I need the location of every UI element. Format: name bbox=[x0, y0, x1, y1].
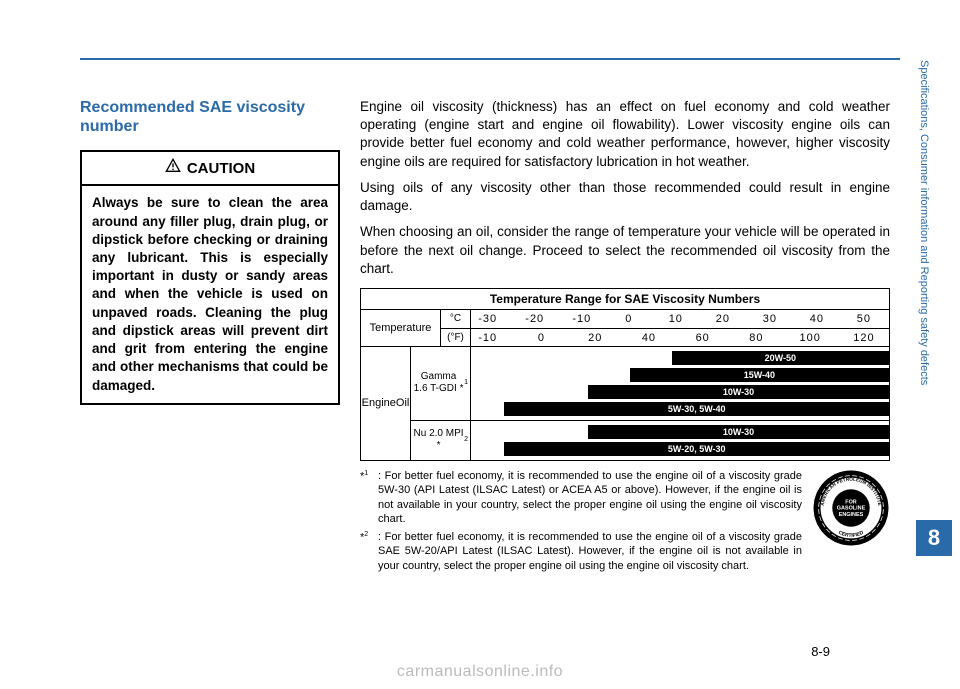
celsius-ticks: -30 -20 -10 0 10 20 30 40 50 bbox=[471, 310, 889, 328]
tick-label: -10 bbox=[478, 329, 497, 347]
tick-label: -10 bbox=[572, 310, 591, 328]
section-heading: Recommended SAE viscosity number bbox=[80, 98, 340, 136]
temp-label: Temperature bbox=[361, 310, 441, 346]
tick-label: 40 bbox=[810, 310, 824, 328]
seal-line1: FOR bbox=[845, 499, 857, 505]
seal-line3: ENGINES bbox=[839, 512, 864, 518]
viscosity-chart: Temperature Range for SAE Viscosity Numb… bbox=[360, 288, 890, 461]
viscosity-bar: 5W-20, 5W-30 bbox=[504, 442, 889, 456]
caution-box: CAUTION Always be sure to clean the area… bbox=[80, 150, 340, 404]
tick-label: 50 bbox=[857, 310, 871, 328]
engine-name: Nu 2.0 MPI *2 bbox=[411, 421, 471, 460]
viscosity-bar: 5W-30, 5W-40 bbox=[504, 402, 889, 416]
api-seal-icon: AMERICAN PETROLEUM INSTITUTE CERTIFIED F… bbox=[812, 469, 890, 547]
chart-temp-rows: Temperature °C -30 -20 -10 0 10 20 30 40 50 (°F)… bbox=[361, 310, 889, 347]
footnote-marker: *1 bbox=[360, 469, 378, 526]
tick-label: -30 bbox=[478, 310, 497, 328]
right-sidebar: Specifications, Consumer information and… bbox=[900, 0, 960, 689]
viscosity-bar: 15W-40 bbox=[630, 368, 889, 382]
viscosity-bar: 10W-30 bbox=[588, 385, 889, 399]
footnote-marker: *2 bbox=[360, 530, 378, 573]
viscosity-bars: 20W-50 15W-40 10W-30 5W-30, 5W-40 bbox=[471, 347, 889, 420]
footnote: *1: For better fuel economy, it is recom… bbox=[360, 469, 802, 526]
viscosity-bars: 10W-30 5W-20, 5W-30 bbox=[471, 421, 889, 460]
tick-label: 30 bbox=[763, 310, 777, 328]
engine-block: Nu 2.0 MPI *2 10W-30 5W-20, 5W-30 bbox=[411, 420, 889, 460]
caution-body: Always be sure to clean the area around … bbox=[82, 186, 338, 402]
tick-label: 0 bbox=[538, 329, 545, 347]
watermark: carmanualsonline.info bbox=[397, 663, 563, 681]
oil-label: EngineOil bbox=[361, 347, 411, 460]
temp-scales: °C -30 -20 -10 0 10 20 30 40 50 (°F) -10 0 20 40 60 8… bbox=[441, 310, 889, 346]
body-paragraph: Engine oil viscosity (thickness) has an … bbox=[360, 98, 890, 171]
fahrenheit-unit: (°F) bbox=[441, 329, 471, 346]
tick-label: -20 bbox=[525, 310, 544, 328]
tick-label: 0 bbox=[625, 310, 632, 328]
chart-title: Temperature Range for SAE Viscosity Numb… bbox=[361, 289, 889, 310]
chapter-tab: 8 bbox=[916, 520, 952, 556]
tick-label: 120 bbox=[853, 329, 874, 347]
footnote-text: : For better fuel economy, it is recomme… bbox=[378, 530, 802, 573]
seal-line2: GASOLINE bbox=[837, 506, 866, 512]
warning-icon bbox=[165, 158, 181, 178]
tick-label: 20 bbox=[588, 329, 602, 347]
page-number: 8-9 bbox=[811, 644, 830, 659]
fahrenheit-row: (°F) -10 0 20 40 60 80 100 120 bbox=[441, 328, 889, 346]
page-content: Recommended SAE viscosity number CAUTION… bbox=[0, 0, 900, 689]
celsius-row: °C -30 -20 -10 0 10 20 30 40 50 bbox=[441, 310, 889, 328]
viscosity-bar: 10W-30 bbox=[588, 425, 889, 439]
left-column: Recommended SAE viscosity number CAUTION… bbox=[80, 60, 340, 659]
right-column: Engine oil viscosity (thickness) has an … bbox=[360, 60, 900, 659]
footnote: *2: For better fuel economy, it is recom… bbox=[360, 530, 802, 573]
engines-container: Gamma 1.6 T-GDI *1 20W-50 15W-40 10W-30 5W-3… bbox=[411, 347, 889, 460]
tick-label: 80 bbox=[749, 329, 763, 347]
body-paragraph: Using oils of any viscosity other than t… bbox=[360, 179, 890, 215]
footnote-text: : For better fuel economy, it is recomme… bbox=[378, 469, 802, 526]
celsius-unit: °C bbox=[441, 310, 471, 328]
chart-oils: EngineOil Gamma 1.6 T-GDI *1 20W-50 15W-40… bbox=[361, 347, 889, 460]
footnotes-text: *1: For better fuel economy, it is recom… bbox=[360, 469, 802, 577]
caution-header: CAUTION bbox=[82, 152, 338, 186]
footnotes-row: *1: For better fuel economy, it is recom… bbox=[360, 469, 890, 577]
caution-title: CAUTION bbox=[187, 160, 255, 177]
sidebar-section-title: Specifications, Consumer information and… bbox=[918, 60, 930, 385]
fahrenheit-ticks: -10 0 20 40 60 80 100 120 bbox=[471, 329, 889, 346]
engine-block: Gamma 1.6 T-GDI *1 20W-50 15W-40 10W-30 5W-3… bbox=[411, 347, 889, 420]
header-rule bbox=[80, 58, 900, 60]
manual-page: Recommended SAE viscosity number CAUTION… bbox=[0, 0, 960, 689]
engine-name: Gamma 1.6 T-GDI *1 bbox=[411, 347, 471, 420]
tick-label: 60 bbox=[696, 329, 710, 347]
tick-label: 40 bbox=[642, 329, 656, 347]
tick-label: 20 bbox=[716, 310, 730, 328]
tick-label: 100 bbox=[799, 329, 820, 347]
body-paragraph: When choosing an oil, consider the range… bbox=[360, 223, 890, 278]
tick-label: 10 bbox=[669, 310, 683, 328]
viscosity-bar: 20W-50 bbox=[672, 351, 889, 365]
